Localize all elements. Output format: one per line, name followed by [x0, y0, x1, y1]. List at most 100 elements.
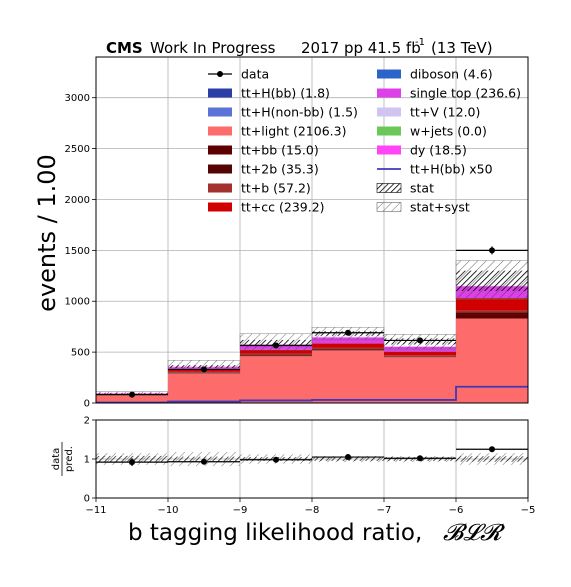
ratio-stat-band: [456, 456, 528, 461]
legend-item: tt+V (12.0): [377, 105, 480, 120]
legend-label: stat+syst: [410, 200, 470, 215]
main-y-tick-label: 500: [71, 348, 90, 359]
legend-label: tt+2b (35.3): [241, 162, 319, 177]
legend-item: stat+syst: [377, 200, 470, 215]
stack-bar-tt+b: [312, 348, 384, 350]
stack-bar-tt+2b: [384, 356, 456, 357]
legend-item: data: [208, 67, 269, 82]
x-tick-label: −7: [377, 505, 392, 516]
legend-item: diboson (4.6): [377, 67, 493, 82]
ratio-point: [345, 454, 351, 460]
x-tick-label: −10: [157, 505, 178, 516]
legend: data tt+H(bb) (1.8) tt+H(non-bb) (1.5) tt+l…: [208, 67, 521, 215]
legend-item: dy (18.5): [377, 143, 467, 158]
legend-marker: [377, 108, 401, 117]
stack-bar-tt+2b: [312, 349, 384, 350]
legend-marker: [377, 127, 401, 136]
stack-bar-tt+cc: [384, 352, 456, 356]
ratio-ylabel-denominator: pred.: [64, 446, 75, 472]
legend-marker: [208, 165, 232, 174]
legend-label: diboson (4.6): [410, 67, 493, 82]
legend-item: tt+H(bb) (1.8): [208, 86, 330, 101]
legend-marker: [208, 127, 232, 136]
ratio-point: [489, 446, 495, 452]
legend-marker: [377, 146, 401, 155]
legend-marker-dot: [217, 71, 223, 77]
legend-marker: [377, 70, 401, 79]
stack-bar-tt+cc: [240, 350, 312, 354]
legend-label: w+jets (0.0): [410, 124, 487, 139]
legend-item: tt+H(bb) x50: [377, 162, 493, 177]
ratio-y-tick-label: 1: [84, 455, 90, 466]
legend-item: w+jets (0.0): [377, 124, 487, 139]
ratio-x-ticks: −11 −10 −9 −8 −7 −6 −5: [85, 498, 535, 516]
main-y-tick-label: 2500: [65, 144, 90, 155]
stat-band: [456, 271, 528, 291]
x-tick-label: −6: [449, 505, 464, 516]
stack-bar-tt+cc: [456, 298, 528, 310]
legend-label: tt+H(non-bb) (1.5): [241, 105, 358, 120]
stack-bar-tt+b: [240, 353, 312, 355]
data-point: [489, 247, 495, 253]
legend-label: stat: [410, 181, 434, 196]
main-y-tick-label: 0: [84, 399, 90, 410]
stack-bar-tt+2b: [240, 355, 312, 356]
legend-label: tt+bb (15.0): [241, 143, 319, 158]
stack-bar-tt+light: [456, 319, 528, 403]
legend-marker: [208, 146, 232, 155]
main-y-tick-label: 1000: [65, 297, 90, 308]
stack-bar-tt+light: [384, 357, 456, 403]
stack-bar-tt+cc: [312, 343, 384, 347]
stack-bar-tt+light: [240, 356, 312, 403]
main-y-axis-label: events / 1.00: [33, 154, 61, 312]
ratio-point: [129, 459, 135, 465]
x-axis-label: b tagging likelihood ratio,: [128, 520, 422, 546]
legend-item: single top (236.6): [377, 86, 521, 101]
legend-item: tt+light (2106.3): [208, 124, 346, 139]
stack-bar-tt+2b: [456, 312, 528, 315]
legend-label: tt+light (2106.3): [241, 124, 346, 139]
data-point: [129, 392, 135, 398]
ratio-y-tick-label: 0: [84, 494, 90, 505]
data-point: [201, 366, 207, 372]
x-tick-label: −9: [233, 505, 248, 516]
stack-bar-tt+light: [168, 373, 240, 403]
legend-item: tt+b (57.2): [208, 181, 311, 196]
legend-marker: [377, 184, 401, 193]
ratio-point: [273, 457, 279, 463]
data-point: [345, 330, 351, 336]
x-axis-label-math: 𝓑𝓛𝓡: [443, 520, 506, 546]
ratio-y-axis-label: data pred.: [51, 442, 75, 476]
main-y-tick-label: 2000: [65, 195, 90, 206]
chart-title-cms: CMS: [106, 39, 143, 57]
legend-marker: [208, 108, 232, 117]
legend-label: single top (236.6): [410, 86, 521, 101]
x-tick-label: −11: [85, 505, 106, 516]
x-tick-label: −8: [305, 505, 320, 516]
legend-label: dy (18.5): [410, 143, 467, 158]
legend-marker: [208, 203, 232, 212]
stack-bar-tt+b: [456, 310, 528, 312]
ratio-point: [201, 459, 207, 465]
legend-label: tt+b (57.2): [241, 181, 311, 196]
chart-title-lumi-exponent: -1: [415, 37, 425, 48]
chart-title-wip: Work In Progress: [150, 39, 276, 57]
legend-item: tt+bb (15.0): [208, 143, 319, 158]
ratio-point: [417, 455, 423, 461]
ratio-y-ticks: 0 1 2: [84, 416, 96, 505]
ratio-y-tick-label: 2: [84, 416, 90, 427]
legend-item: tt+cc (239.2): [208, 200, 325, 215]
legend-label: tt+H(bb) (1.8): [241, 86, 330, 101]
stack-bar-tt+bb: [456, 315, 528, 319]
main-y-tick-label: 3000: [65, 93, 90, 104]
legend-marker: [377, 89, 401, 98]
legend-label: tt+H(bb) x50: [410, 162, 493, 177]
stack-bar-tt+b: [384, 355, 456, 356]
x-tick-label: −5: [521, 505, 536, 516]
stack-bar-tt+light: [312, 351, 384, 403]
chart-title-energy: (13 TeV): [431, 39, 493, 57]
legend-marker: [208, 184, 232, 193]
legend-label: data: [241, 67, 269, 82]
